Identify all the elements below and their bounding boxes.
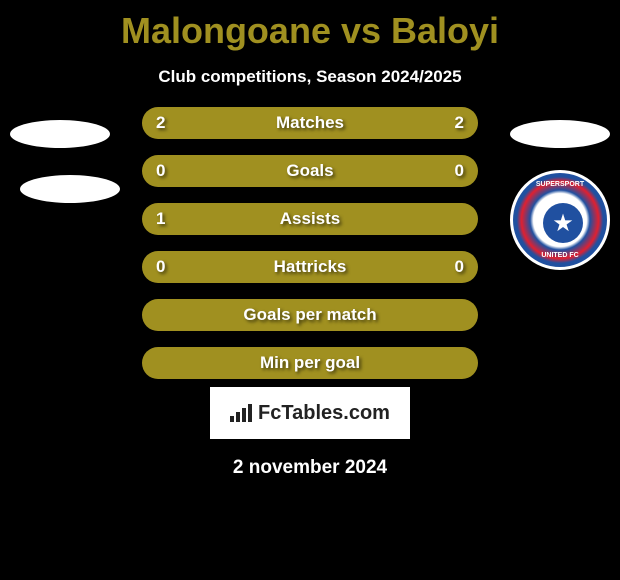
stat-value-left: 2 — [156, 113, 180, 133]
stat-row: Min per goal — [142, 347, 478, 379]
stat-row: 1 Assists — [142, 203, 478, 235]
stat-row: 0 Hattricks 0 — [142, 251, 478, 283]
stat-value-right: 2 — [440, 113, 464, 133]
stat-label: Hattricks — [274, 257, 347, 277]
stat-label: Min per goal — [260, 353, 360, 373]
stat-label: Goals per match — [243, 305, 376, 325]
stat-label: Matches — [276, 113, 344, 133]
chart-icon — [230, 404, 252, 422]
logo-box: FcTables.com — [210, 387, 410, 439]
stats-area: 2 Matches 2 0 Goals 0 1 Assists 0 Hattri… — [0, 107, 620, 379]
page-title: Malongoane vs Baloyi — [121, 10, 499, 52]
date-text: 2 november 2024 — [233, 457, 387, 479]
logo-text: FcTables.com — [258, 402, 390, 425]
stat-value-right: 0 — [440, 161, 464, 181]
stat-row: 2 Matches 2 — [142, 107, 478, 139]
stat-row: 0 Goals 0 — [142, 155, 478, 187]
stat-value-left: 0 — [156, 257, 180, 277]
stat-row: Goals per match — [142, 299, 478, 331]
stat-label: Goals — [286, 161, 333, 181]
stat-value-left: 0 — [156, 161, 180, 181]
stat-label: Assists — [280, 209, 340, 229]
stat-value-right: 0 — [440, 257, 464, 277]
page-subtitle: Club competitions, Season 2024/2025 — [158, 67, 461, 87]
stat-value-left: 1 — [156, 209, 180, 229]
